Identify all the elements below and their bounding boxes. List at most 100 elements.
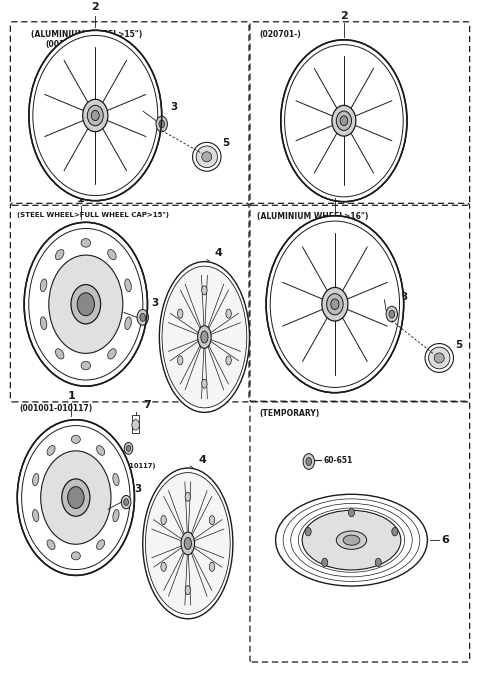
Ellipse shape bbox=[125, 279, 132, 292]
Text: (TEMPORARY): (TEMPORARY) bbox=[259, 409, 319, 418]
Ellipse shape bbox=[202, 286, 207, 295]
Ellipse shape bbox=[196, 146, 217, 168]
Ellipse shape bbox=[33, 474, 39, 485]
Ellipse shape bbox=[332, 105, 356, 136]
Ellipse shape bbox=[113, 474, 119, 485]
Ellipse shape bbox=[125, 317, 132, 330]
Ellipse shape bbox=[198, 326, 211, 348]
Ellipse shape bbox=[192, 142, 221, 171]
Ellipse shape bbox=[434, 353, 444, 363]
Ellipse shape bbox=[226, 309, 231, 318]
Ellipse shape bbox=[24, 222, 147, 386]
Ellipse shape bbox=[343, 535, 360, 545]
Ellipse shape bbox=[81, 239, 91, 247]
Text: 4: 4 bbox=[215, 248, 223, 258]
Ellipse shape bbox=[72, 552, 80, 560]
Ellipse shape bbox=[202, 152, 212, 162]
Text: 2: 2 bbox=[91, 2, 99, 12]
Text: (001001-010117): (001001-010117) bbox=[92, 463, 156, 469]
Circle shape bbox=[137, 309, 148, 326]
Text: 3: 3 bbox=[151, 297, 158, 307]
Text: 7: 7 bbox=[144, 400, 151, 410]
Ellipse shape bbox=[336, 111, 351, 131]
Ellipse shape bbox=[29, 228, 143, 380]
Ellipse shape bbox=[47, 446, 55, 456]
Ellipse shape bbox=[47, 540, 55, 549]
Ellipse shape bbox=[113, 510, 119, 522]
Ellipse shape bbox=[185, 492, 191, 501]
Ellipse shape bbox=[202, 379, 207, 388]
Ellipse shape bbox=[178, 356, 183, 365]
Circle shape bbox=[124, 499, 129, 506]
Circle shape bbox=[392, 528, 398, 536]
Circle shape bbox=[132, 420, 139, 430]
Text: (001001-010117): (001001-010117) bbox=[19, 404, 93, 413]
Text: (020701-): (020701-) bbox=[259, 30, 301, 39]
Ellipse shape bbox=[77, 293, 95, 315]
Ellipse shape bbox=[71, 284, 101, 324]
Text: 6: 6 bbox=[442, 535, 449, 545]
Ellipse shape bbox=[33, 36, 158, 195]
Ellipse shape bbox=[266, 216, 404, 393]
Text: 5: 5 bbox=[222, 137, 229, 148]
Ellipse shape bbox=[108, 348, 116, 359]
Circle shape bbox=[348, 508, 355, 517]
Text: 3: 3 bbox=[134, 485, 142, 494]
Circle shape bbox=[140, 313, 145, 321]
Text: (ALUMINIUM WHEEL>16"): (ALUMINIUM WHEEL>16") bbox=[257, 212, 368, 222]
Ellipse shape bbox=[209, 516, 215, 524]
Ellipse shape bbox=[162, 266, 247, 408]
Circle shape bbox=[322, 558, 328, 567]
Text: 1: 1 bbox=[77, 194, 85, 204]
Ellipse shape bbox=[49, 255, 123, 353]
Ellipse shape bbox=[425, 344, 454, 373]
Circle shape bbox=[375, 558, 381, 567]
Ellipse shape bbox=[185, 586, 191, 594]
Circle shape bbox=[124, 443, 133, 454]
Text: 4: 4 bbox=[198, 455, 206, 465]
Circle shape bbox=[389, 310, 395, 318]
Ellipse shape bbox=[17, 420, 134, 576]
Ellipse shape bbox=[68, 487, 84, 508]
Text: 3: 3 bbox=[400, 293, 408, 302]
Bar bbox=[132, 415, 139, 433]
Circle shape bbox=[156, 116, 168, 132]
Ellipse shape bbox=[96, 540, 105, 549]
Ellipse shape bbox=[161, 562, 166, 572]
Circle shape bbox=[303, 454, 314, 469]
Ellipse shape bbox=[336, 531, 367, 549]
Ellipse shape bbox=[41, 451, 111, 544]
Ellipse shape bbox=[108, 249, 116, 259]
Text: 1: 1 bbox=[67, 392, 75, 402]
Circle shape bbox=[386, 306, 397, 322]
Ellipse shape bbox=[40, 279, 47, 292]
Circle shape bbox=[126, 446, 131, 452]
Ellipse shape bbox=[56, 249, 64, 259]
Ellipse shape bbox=[285, 44, 403, 197]
Text: 3: 3 bbox=[170, 102, 177, 113]
Ellipse shape bbox=[96, 446, 105, 456]
Ellipse shape bbox=[72, 435, 80, 443]
Ellipse shape bbox=[161, 516, 166, 524]
Ellipse shape bbox=[29, 30, 162, 201]
Ellipse shape bbox=[209, 562, 215, 572]
Text: 60-651: 60-651 bbox=[324, 456, 353, 464]
Text: (ALUMINIUM WHEEL>15"): (ALUMINIUM WHEEL>15") bbox=[31, 30, 143, 39]
Ellipse shape bbox=[22, 425, 130, 570]
Ellipse shape bbox=[340, 116, 348, 125]
Text: (001001-020701): (001001-020701) bbox=[46, 40, 119, 49]
Text: (STEEL WHEEL>FULL WHEEL CAP>15"): (STEEL WHEEL>FULL WHEEL CAP>15") bbox=[17, 212, 169, 218]
Ellipse shape bbox=[62, 479, 90, 516]
Ellipse shape bbox=[226, 356, 231, 365]
Ellipse shape bbox=[181, 532, 194, 555]
Ellipse shape bbox=[145, 472, 230, 614]
Text: 2: 2 bbox=[331, 186, 339, 196]
Ellipse shape bbox=[429, 347, 450, 369]
Ellipse shape bbox=[33, 510, 39, 522]
Ellipse shape bbox=[83, 99, 108, 131]
Ellipse shape bbox=[91, 111, 99, 121]
Ellipse shape bbox=[184, 537, 192, 549]
Ellipse shape bbox=[302, 510, 401, 570]
Circle shape bbox=[159, 120, 165, 128]
Ellipse shape bbox=[276, 494, 427, 586]
